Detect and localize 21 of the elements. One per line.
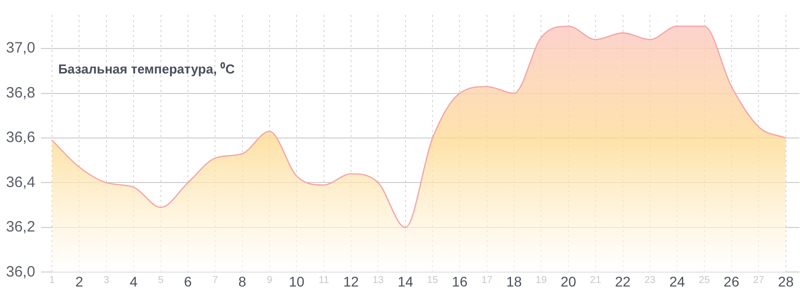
x-tick-label: 14 xyxy=(398,273,414,290)
x-tick-label: 8 xyxy=(238,273,246,290)
y-tick-label: 36,8 xyxy=(6,84,36,102)
x-tick-label: 18 xyxy=(506,273,522,290)
x-tick-label: 28 xyxy=(778,273,794,290)
x-tick-label: 26 xyxy=(724,273,740,290)
x-tick-label: 12 xyxy=(343,273,359,290)
x-tick-label: 24 xyxy=(669,273,686,290)
y-tick-label: 36,2 xyxy=(6,218,36,236)
x-tick-label: 22 xyxy=(614,273,631,290)
x-tick-label: 20 xyxy=(560,273,576,290)
x-tick-label: 16 xyxy=(452,273,468,290)
y-tick-label: 36,0 xyxy=(6,263,36,280)
x-tick-label: 10 xyxy=(288,273,305,290)
text: Базальная температура, ⁰C xyxy=(58,62,236,77)
x-tick-label: 6 xyxy=(184,273,192,290)
y-tick-label: 36,6 xyxy=(6,129,36,146)
y-tick-label: 36,4 xyxy=(6,174,36,191)
x-tick-label: 4 xyxy=(130,273,138,290)
x-tick-label: 2 xyxy=(75,273,84,290)
y-tick-label: 37,0 xyxy=(6,40,36,57)
